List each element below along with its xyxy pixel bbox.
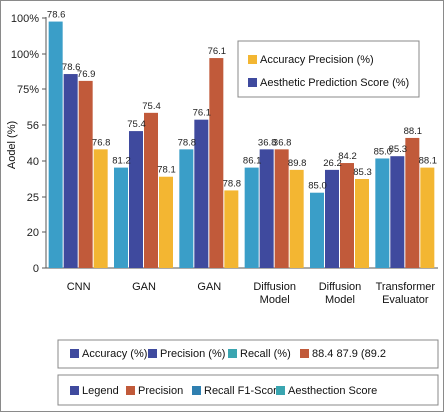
data-label: 85.3 (353, 167, 372, 178)
data-label: 86.1 (243, 156, 262, 167)
x-tick-label: Evaluator (382, 294, 429, 306)
data-label: 78.6 (47, 10, 66, 21)
data-label: 81.2 (112, 156, 131, 167)
y-axis-label: Aodel (%) (6, 121, 18, 169)
legend-entry: Precision (%) (160, 348, 225, 360)
bar (78, 80, 93, 269)
legend-swatch (300, 349, 309, 358)
legend-top: Accuracy Precision (%) Aesthetic Predicti… (237, 40, 420, 98)
legend-box (237, 40, 420, 98)
bar (325, 169, 339, 268)
data-label: 88.1 (404, 126, 423, 137)
bar (405, 137, 420, 268)
data-label: 78.1 (157, 165, 176, 176)
bar (179, 149, 194, 268)
y-tick-label: 20 (27, 227, 39, 239)
legend-entry: Legend (82, 385, 119, 397)
legend-swatch (276, 386, 285, 395)
data-label: 75.4 (127, 119, 146, 130)
bar (259, 149, 274, 268)
legend-entry: Accuracy (%) (82, 348, 147, 360)
legend-entry: Recall F1-Score (204, 385, 283, 397)
y-tick-label: 75% (17, 84, 39, 96)
bar (114, 167, 128, 268)
x-tick-label: Transformer (376, 281, 436, 293)
legend-swatch (70, 349, 79, 358)
data-label: 36.8 (258, 137, 277, 148)
data-label: 76.1 (193, 108, 212, 119)
bar (289, 169, 304, 268)
data-label: 85.0 (308, 181, 327, 192)
bar (375, 158, 390, 268)
legend-swatch (126, 386, 135, 395)
y-tick-label: 100% (11, 49, 39, 61)
data-label: 84.2 (338, 151, 357, 162)
x-tick-label: Model (260, 294, 290, 306)
bar (224, 190, 239, 268)
x-tick-label: Diffusion (253, 281, 296, 293)
data-label: 85.0 (374, 146, 393, 157)
data-label: 76.9 (77, 69, 96, 80)
data-label: 78.6 (62, 62, 81, 73)
data-label: 78.8 (223, 178, 242, 189)
bar (129, 131, 143, 268)
bar (390, 156, 405, 268)
bar (355, 179, 369, 268)
data-label: 89.8 (288, 158, 307, 169)
legend-box (57, 374, 439, 406)
data-label: 36.8 (273, 137, 292, 148)
bar (244, 167, 259, 268)
legend-entry: Accuracy Precision (%) (260, 54, 374, 66)
legend-entry: Recall (%) (240, 348, 291, 360)
data-label: 78.8 (178, 137, 197, 148)
legend-swatch (248, 55, 257, 64)
legend-swatch (70, 386, 79, 395)
y-tick-label: 0 (33, 263, 39, 275)
bar (209, 58, 224, 269)
legend-entry: Precision (138, 385, 183, 397)
y-tick-label: 40 (27, 156, 39, 168)
bar (310, 192, 324, 268)
data-labels: 78.678.676.976.881.275.475.478.178.876.1… (47, 10, 437, 192)
legend-entry: Aesthection Score (288, 385, 377, 397)
y-tick-label: 25 (27, 192, 39, 204)
legend-swatch (192, 386, 201, 395)
bar (420, 167, 435, 268)
x-tick-label: GAN (132, 281, 156, 293)
data-label: 76.8 (92, 137, 111, 148)
data-label: 76.1 (208, 46, 227, 57)
data-label: 85.3 (389, 144, 408, 155)
legend-entry: 88.4 87.9 (89.2 (312, 348, 386, 360)
x-tick-label: CNN (67, 281, 91, 293)
bar (159, 176, 173, 268)
bar (340, 163, 354, 268)
bar (274, 149, 289, 268)
x-tick-label: Diffusion (319, 281, 362, 293)
bar (194, 119, 209, 268)
legend-bottom: Legend Precision Recall F1-Score Aesthectio… (57, 374, 439, 406)
x-tick-label: Model (325, 294, 355, 306)
data-label: 88.1 (419, 156, 438, 167)
y-tick-label: 56 (27, 120, 39, 132)
legend-middle: Accuracy (%) Precision (%) Recall (%) 88.4 … (57, 339, 439, 369)
legend-swatch (228, 349, 237, 358)
bars (48, 21, 435, 269)
bar (48, 21, 63, 269)
bar (144, 112, 158, 268)
bar (93, 149, 108, 268)
x-tick-label: GAN (197, 281, 221, 293)
y-tick-label: 100% (11, 13, 39, 25)
legend-swatch (248, 78, 257, 87)
legend-box (57, 339, 439, 369)
legend-swatch (148, 349, 157, 358)
legend-entry: Aesthetic Prediction Score (%) (260, 77, 409, 89)
bar (63, 74, 78, 268)
data-label: 75.4 (142, 101, 161, 112)
data-label: 26.2 (323, 158, 342, 169)
